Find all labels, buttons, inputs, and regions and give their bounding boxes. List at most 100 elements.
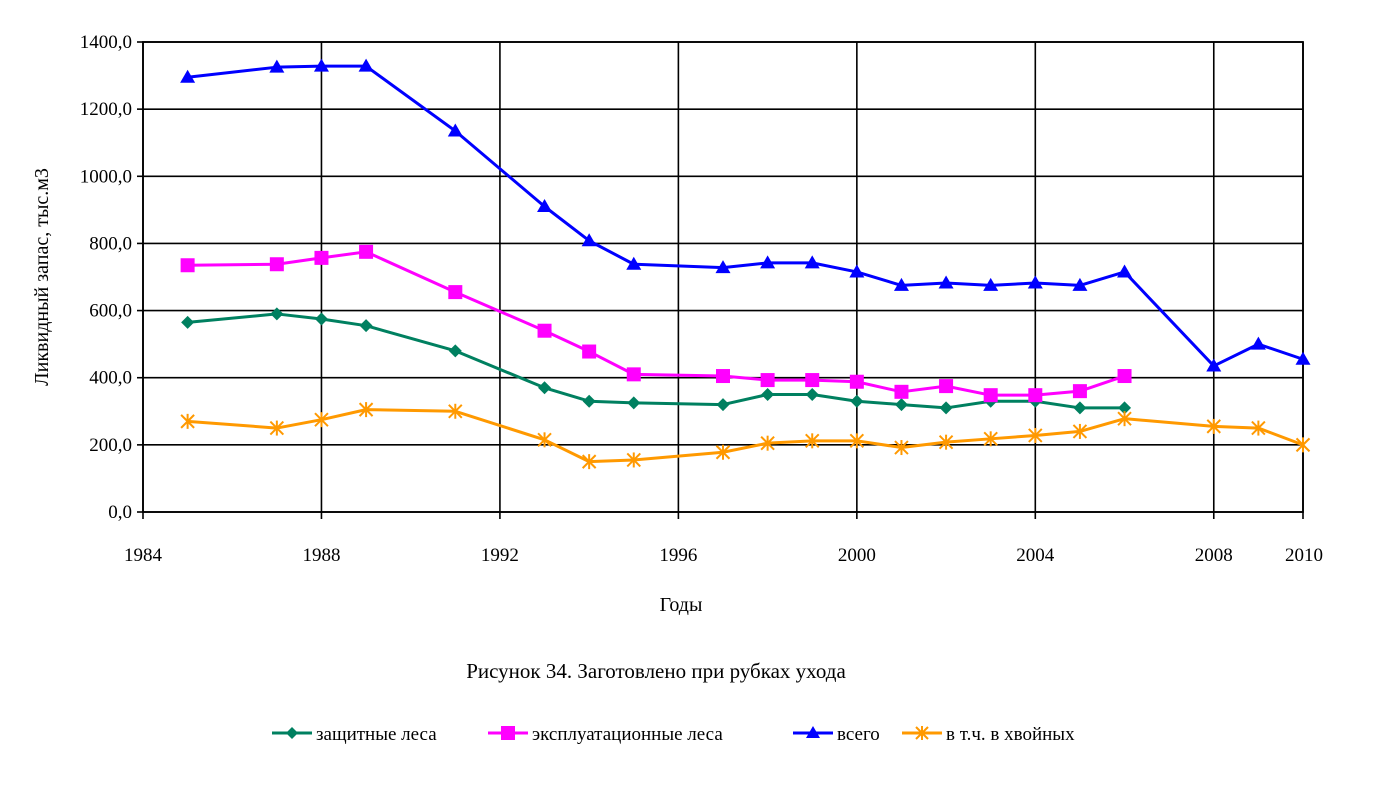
x-tick-label: 2004 [1016,545,1055,566]
data-point [181,315,195,329]
x-tick-labels: 1984 1988 1992 1996 2000 2004 2008 2010 [124,545,1323,566]
data-point [761,388,775,401]
legend-item: эксплуатационные леса [488,724,723,745]
y-tick-label: 1200,0 [80,99,132,120]
data-point [1073,401,1087,415]
y-axis-title: Ликвидный запас, тыс.м3 [31,168,53,386]
data-point [1072,384,1087,399]
series-group [180,58,1311,470]
chart-caption: Рисунок 34. Заготовлено при рубках ухода [466,659,846,683]
legend-item: защитные леса [272,724,437,745]
x-tick-label: 2010 [1285,545,1323,566]
data-point [893,277,909,291]
data-point [1118,401,1132,415]
legend-marker [286,727,298,739]
data-point [939,379,954,394]
data-point [537,199,553,212]
x-tick-label: 2008 [1195,545,1233,566]
data-point [180,69,196,83]
data-point [581,233,597,247]
y-tick-label: 0,0 [108,502,132,523]
data-point [538,381,552,395]
legend-label: всего [837,724,880,745]
data-point [715,444,731,460]
legend-label: защитные леса [316,724,437,745]
legend: защитные леса эксплуатационные леса всего в… [272,724,1075,745]
data-point [358,402,374,418]
data-point [537,323,552,338]
data-point [626,256,642,270]
x-tick-label: 1988 [302,545,340,566]
series-4 [180,402,1311,470]
data-point [805,373,820,388]
data-point [983,431,998,447]
data-point [269,420,285,436]
data-point [1250,336,1266,350]
legend-marker [806,726,820,738]
x-tick-label: 2000 [838,545,876,566]
x-tick-label: 1984 [124,545,163,566]
data-point [359,319,373,333]
y-tick-label: 600,0 [89,301,132,322]
series-line [187,64,1304,368]
data-point [849,374,864,389]
x-tick-label: 1992 [481,545,519,566]
data-point [1117,411,1132,427]
y-tick-label: 200,0 [89,435,132,456]
data-point [582,344,597,359]
legend-marker [915,726,929,740]
data-point [1072,423,1088,439]
data-point [1206,358,1222,372]
data-point [1117,369,1132,384]
x-tick-label: 1996 [659,545,697,566]
legend-item: всего [793,724,880,745]
data-point [939,401,953,415]
data-point [1251,420,1266,436]
data-point [537,432,552,448]
data-point [715,260,731,274]
data-point [448,285,463,300]
x-axis-title: Годы [660,594,703,616]
series-3 [180,58,1311,372]
axes [137,41,1304,519]
data-point [269,59,285,73]
data-point [1028,427,1043,443]
data-point [626,367,641,382]
data-point [626,452,641,468]
data-point [180,413,195,429]
data-point [1117,264,1133,278]
legend-label: в т.ч. в хвойных [946,724,1075,745]
data-point [983,277,999,291]
data-point [894,384,909,399]
data-point [448,344,462,358]
data-point [760,255,776,269]
data-point [1027,275,1043,289]
data-point [448,403,463,419]
y-tick-label: 800,0 [89,233,132,254]
data-point [1028,388,1043,403]
data-point [760,435,775,451]
data-point [805,388,819,401]
data-point [358,58,374,72]
data-point [849,264,865,278]
data-point [760,373,775,388]
plot-frame [142,41,1304,513]
data-point [805,433,820,449]
series-line [187,250,1126,397]
y-tick-label: 400,0 [89,368,132,389]
data-point [1072,277,1088,291]
data-point [983,388,998,403]
legend-marker [501,726,515,740]
y-tick-labels: 0,0 200,0 400,0 600,0 800,0 1000,0 1200,0 1400,… [80,32,132,523]
legend-item: в т.ч. в хвойных [902,724,1075,745]
data-point [850,394,864,408]
data-point [716,398,730,412]
data-point [581,454,597,470]
y-tick-label: 1400,0 [80,32,132,53]
data-point [938,434,954,450]
series-2 [180,244,1132,403]
series-line [187,408,1304,464]
data-point [314,312,328,326]
data-point [938,275,954,289]
data-point [1295,437,1311,453]
